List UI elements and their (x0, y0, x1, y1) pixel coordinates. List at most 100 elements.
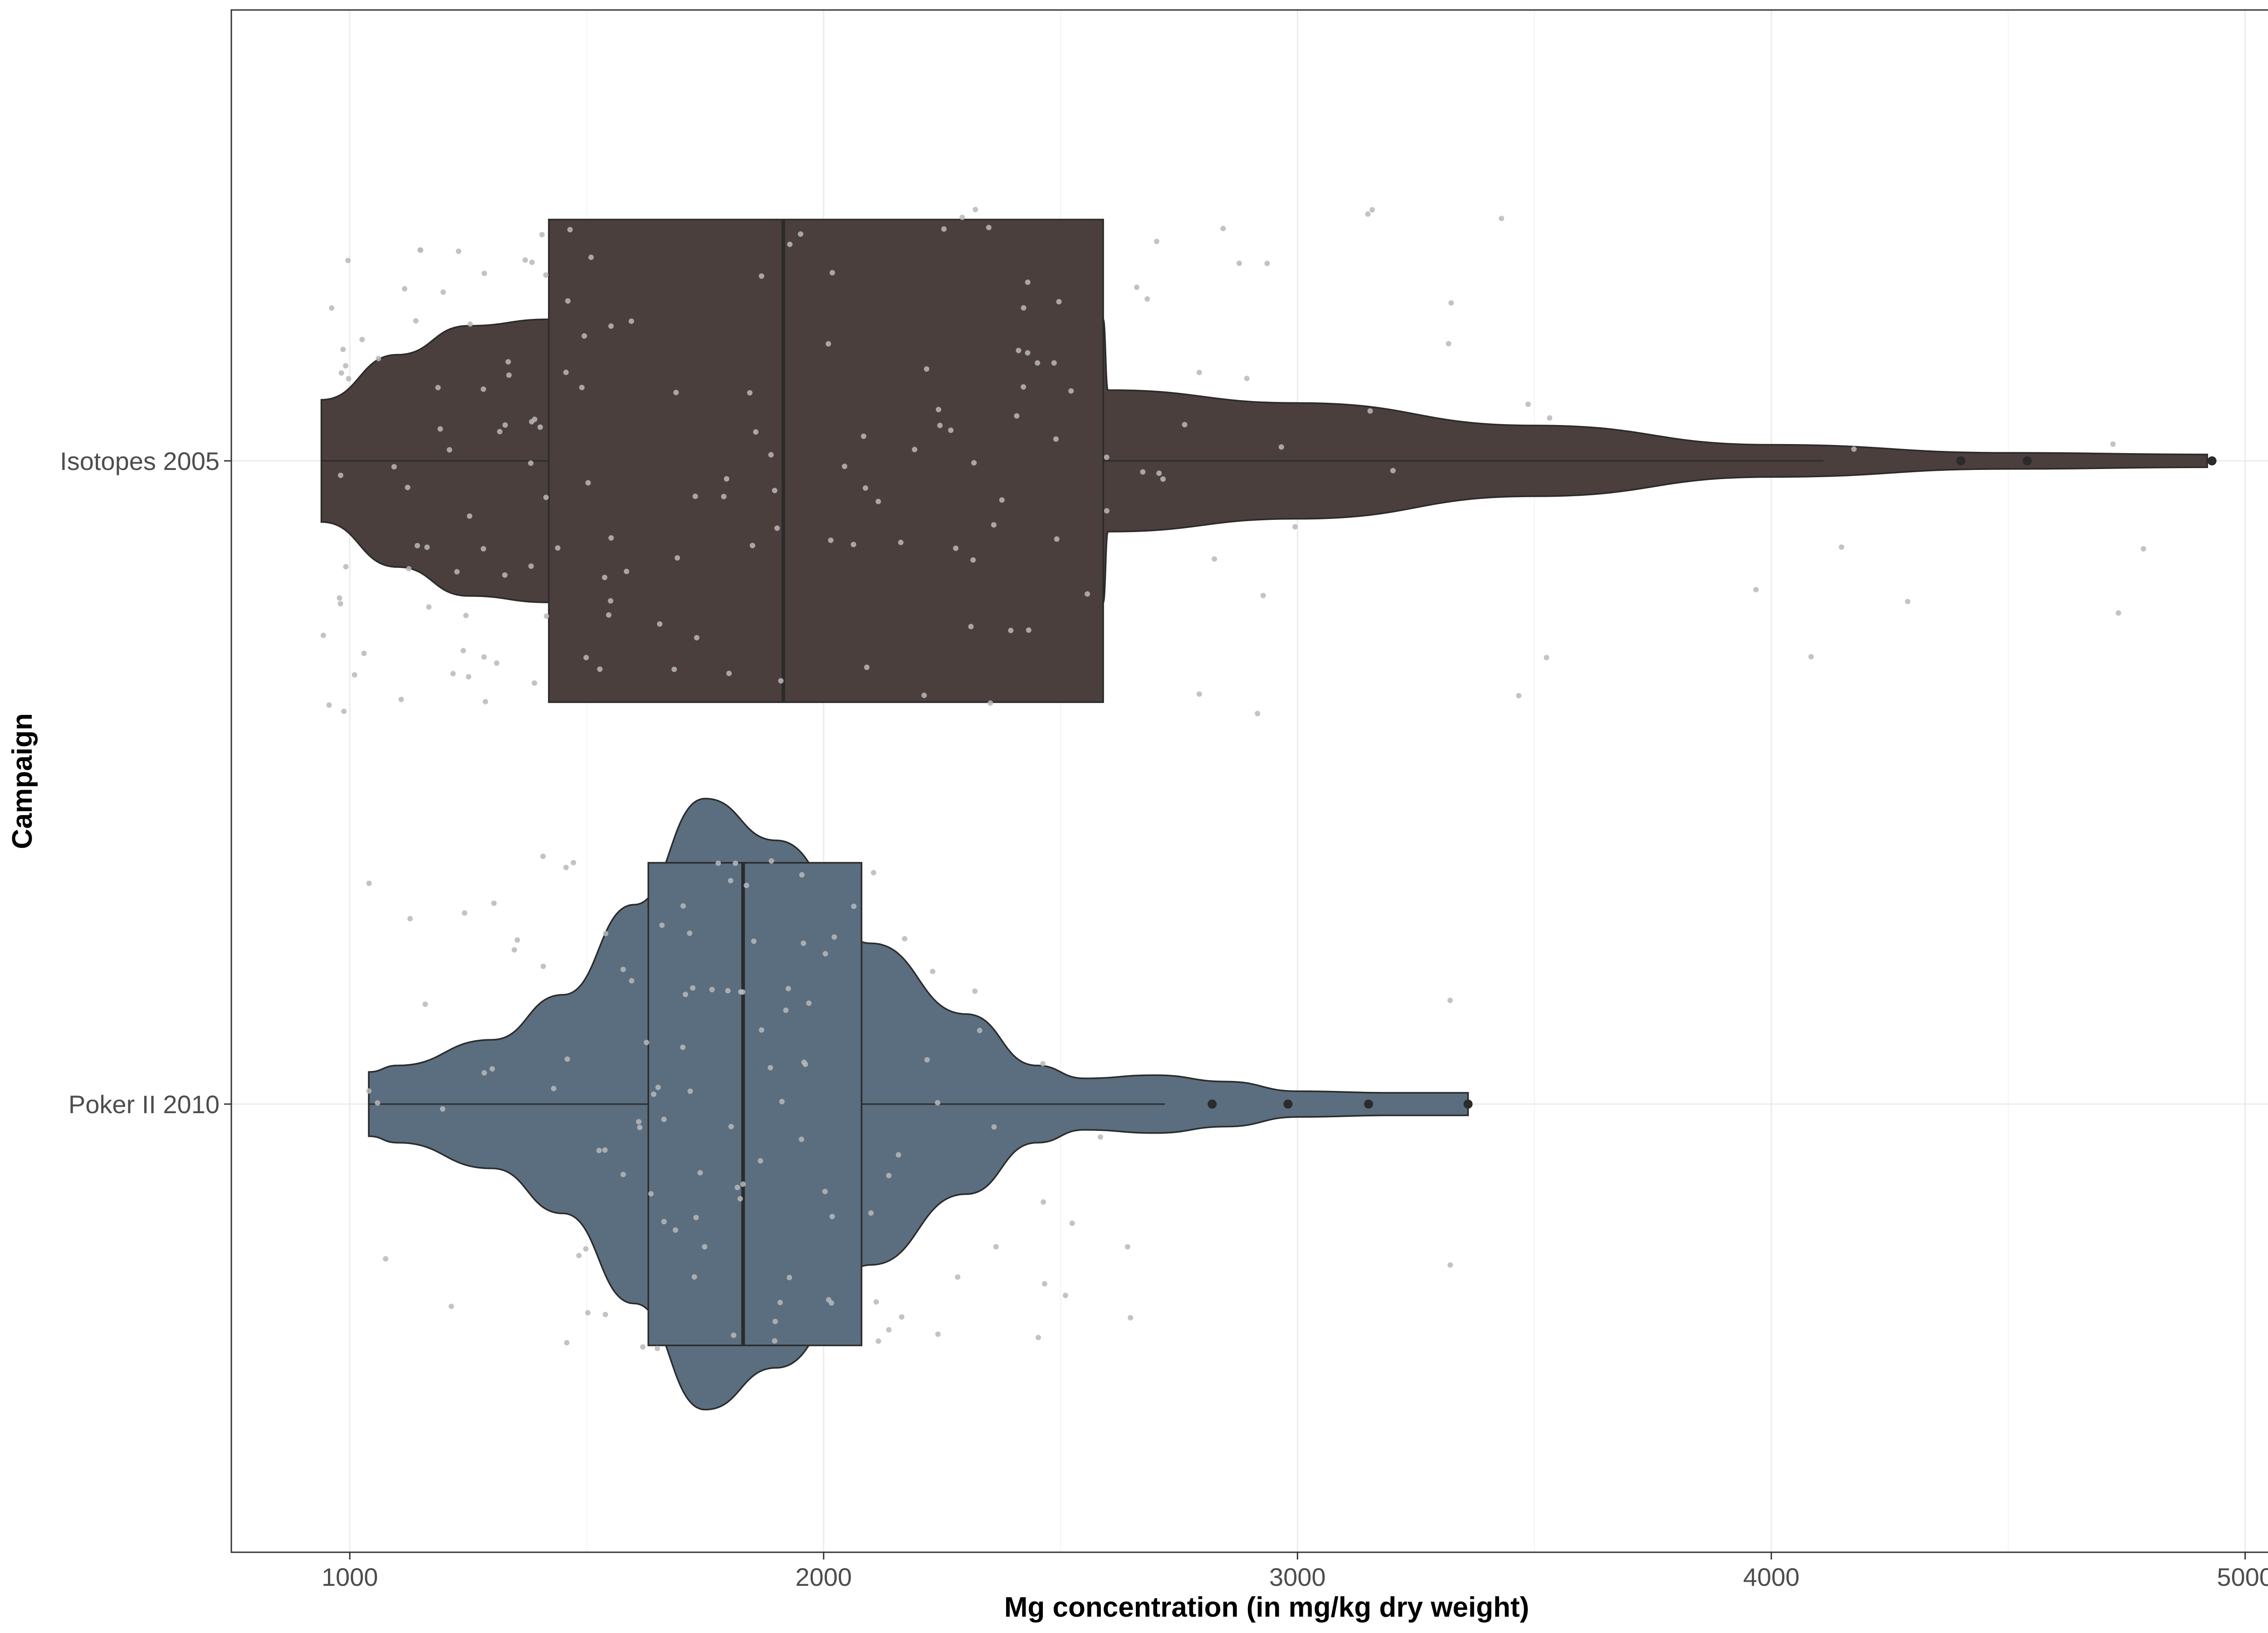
outlier-point (1956, 456, 1965, 465)
jitter-point (935, 1100, 941, 1105)
jitter-points (320, 207, 2146, 1351)
jitter-point (424, 544, 430, 550)
jitter-point (1140, 469, 1146, 475)
jitter-point (767, 1065, 773, 1071)
jitter-point (1851, 446, 1857, 452)
jitter-point (502, 422, 508, 428)
jitter-point (407, 916, 413, 922)
jitter-point (691, 1274, 697, 1280)
jitter-point (1041, 1199, 1046, 1205)
jitter-point (875, 1338, 881, 1344)
jitter-point (342, 363, 348, 369)
jitter-point (912, 446, 918, 452)
jitter-point (1544, 655, 1549, 660)
jitter-point (628, 318, 634, 324)
outlier-point (1463, 1100, 1473, 1109)
jitter-point (657, 621, 663, 627)
jitter-point (738, 989, 744, 995)
jitter-point (481, 654, 487, 660)
outlier-point (2023, 456, 2032, 465)
jitter-point (511, 947, 517, 953)
jitter-point (463, 612, 469, 618)
jitter-point (640, 1344, 646, 1350)
jitter-point (826, 341, 831, 347)
jitter-point (723, 476, 729, 482)
jitter-point (690, 985, 696, 991)
jitter-point (774, 525, 780, 531)
jitter-point (361, 650, 367, 656)
jitter-point (1021, 305, 1026, 311)
jitter-point (671, 666, 677, 672)
jitter-point (740, 1181, 746, 1187)
jitter-point (481, 270, 487, 276)
jitter-point (491, 900, 497, 906)
jitter-point (851, 904, 857, 909)
jitter-point (802, 1061, 808, 1067)
jitter-point (338, 370, 344, 376)
panel-border (230, 9, 2268, 1553)
jitter-point (1053, 436, 1059, 442)
jitter-point (1212, 556, 1217, 562)
jitter-point (383, 1256, 389, 1262)
jitter-point (1068, 388, 1074, 394)
jitter-point (608, 535, 614, 541)
jitter-point (799, 872, 805, 878)
jitter-point (1097, 1134, 1103, 1140)
jitter-point (731, 1332, 737, 1338)
jitter-point (608, 598, 614, 604)
jitter-point (673, 1227, 679, 1233)
jitter-point (608, 323, 614, 329)
jitter-point (902, 936, 908, 942)
jitter-point (505, 359, 511, 365)
jitter-point (629, 978, 635, 984)
jitter-point (693, 1215, 699, 1221)
jitter-point (329, 305, 335, 311)
jitter-point (955, 1274, 961, 1280)
jitter-point (1244, 376, 1250, 381)
jitter-point (543, 494, 549, 500)
jitter-point (737, 1196, 743, 1202)
jitter-point (528, 460, 534, 466)
jitter-point (661, 1116, 667, 1122)
jitter-point (753, 429, 759, 435)
box-0 (548, 219, 1104, 703)
jitter-point (466, 674, 472, 680)
jitter-point (1035, 1335, 1041, 1340)
jitter-point (841, 464, 847, 469)
jitter-point (715, 860, 721, 866)
jitter-point (661, 1219, 667, 1225)
jitter-point (697, 1170, 703, 1176)
jitter-point (828, 537, 834, 543)
jitter-point (779, 1099, 785, 1105)
jitter-point (1447, 997, 1453, 1003)
jitter-point (873, 1299, 879, 1305)
jitter-point (529, 259, 535, 265)
jitter-point (1838, 544, 1844, 550)
jitter-point (563, 865, 569, 870)
jitter-point (680, 1044, 686, 1050)
jitter-point (787, 241, 793, 247)
jitter-point (537, 424, 543, 430)
jitter-point (417, 247, 423, 253)
jitter-point (1026, 627, 1031, 633)
jitter-point (529, 419, 535, 425)
jitter-point (564, 1340, 570, 1345)
jitter-point (831, 934, 837, 940)
jitter-point (725, 988, 731, 994)
outlier-point (1283, 1100, 1293, 1109)
jitter-point (1054, 536, 1060, 542)
jitter-point (585, 480, 591, 486)
jitter-point (456, 248, 462, 254)
jitter-point (971, 460, 977, 466)
jitter-point (728, 878, 733, 884)
y-axis-ticks: Isotopes 2005 Poker II 2010 (60, 447, 231, 1119)
jitter-point (673, 390, 679, 396)
box-1 (647, 862, 863, 1346)
jitter-point (620, 1172, 626, 1178)
jitter-point (743, 882, 749, 888)
jitter-point (1014, 413, 1020, 419)
jitter-point (376, 356, 381, 362)
jitter-point (886, 1173, 892, 1178)
jitter-point (539, 232, 545, 238)
jitter-point (749, 543, 755, 548)
